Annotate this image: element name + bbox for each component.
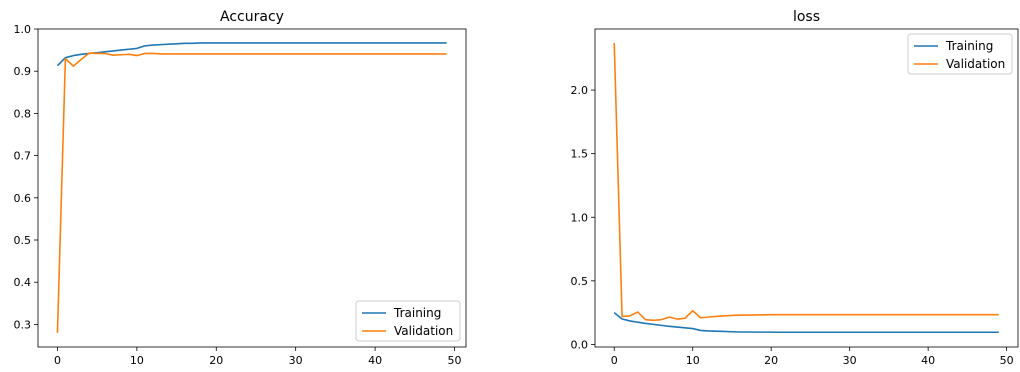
loss-axes-frame — [594, 28, 1019, 348]
loss-legend-label-validation: Validation — [946, 57, 1005, 71]
accuracy-legend: Training Validation — [355, 300, 461, 342]
loss-legend-label-training: Training — [945, 39, 993, 53]
accuracy-xtick-label: 50 — [447, 354, 461, 367]
accuracy-xtick-label: 30 — [289, 354, 303, 367]
accuracy-ytick-label: 0.9 — [14, 65, 32, 78]
accuracy-series-validation — [56, 52, 447, 333]
loss-ytick-label: 0.0 — [571, 338, 589, 351]
accuracy-ytick-label: 0.6 — [14, 192, 32, 205]
accuracy-ytick-label: 0.5 — [14, 234, 32, 247]
accuracy-chart: Accuracy 0 10 20 30 40 50 0.3 0.4 0.5 0.6 0.7 0.8 0.9… — [14, 9, 467, 367]
loss-ytick-label: 1.5 — [571, 148, 589, 161]
accuracy-series-training — [56, 42, 447, 67]
loss-chart: loss 0 10 20 30 40 50 0.0 0.5 1.0 1.5 2.0 Training Va… — [571, 9, 1019, 367]
accuracy-ytick-label: 0.3 — [14, 318, 32, 331]
loss-ytick-label: 2.0 — [571, 84, 589, 97]
accuracy-title: Accuracy — [220, 9, 284, 25]
loss-xtick-label: 20 — [764, 354, 778, 367]
loss-title: loss — [793, 9, 820, 25]
accuracy-ytick-label: 0.7 — [14, 150, 32, 163]
loss-legend: Training Validation — [907, 33, 1013, 75]
loss-ytick-label: 0.5 — [571, 275, 589, 288]
loss-ytick-label: 1.0 — [571, 211, 589, 224]
accuracy-xtick-label: 0 — [54, 354, 61, 367]
accuracy-legend-label-training: Training — [393, 306, 441, 320]
accuracy-ytick-label: 0.8 — [14, 107, 32, 120]
accuracy-xtick-label: 20 — [209, 354, 223, 367]
accuracy-ytick-label: 1.0 — [14, 23, 32, 36]
accuracy-axes-frame — [37, 28, 467, 348]
loss-xtick-label: 0 — [611, 354, 618, 367]
loss-xtick-label: 50 — [1000, 354, 1014, 367]
accuracy-ytick-label: 0.4 — [14, 276, 32, 289]
accuracy-xtick-label: 40 — [368, 354, 382, 367]
loss-series-training — [613, 312, 999, 334]
loss-xtick-label: 10 — [686, 354, 700, 367]
loss-series-validation — [613, 42, 999, 322]
loss-xtick-label: 40 — [921, 354, 935, 367]
accuracy-xtick-label: 10 — [130, 354, 144, 367]
loss-xtick-label: 30 — [843, 354, 857, 367]
accuracy-legend-label-validation: Validation — [394, 324, 453, 338]
